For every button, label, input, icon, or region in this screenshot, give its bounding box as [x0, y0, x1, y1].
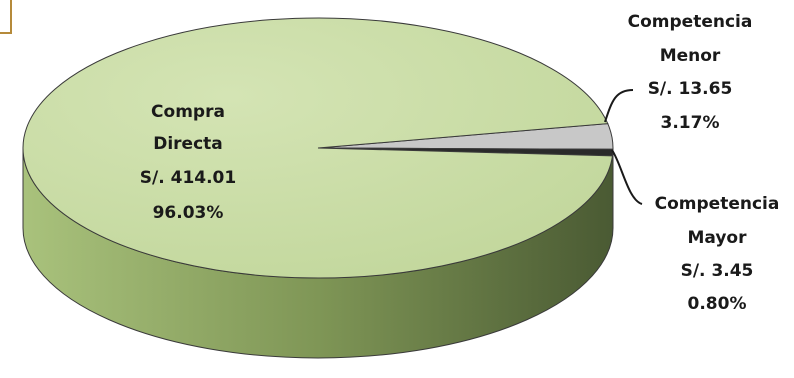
label-menor-line1: Competencia: [628, 12, 753, 32]
label-competencia-mayor: Competencia Mayor S/. 3.45 0.80%: [655, 194, 780, 314]
label-mayor-percent: 0.80%: [688, 294, 747, 314]
pie-slice-compra-directa: [22, 17, 614, 279]
label-compra-amount: S/. 414.01: [140, 168, 236, 188]
label-menor-percent: 3.17%: [661, 113, 720, 133]
label-mayor-line2: Mayor: [687, 228, 747, 248]
label-compra-directa: Compra Directa S/. 414.01 96.03%: [140, 102, 236, 223]
label-menor-amount: S/. 13.65: [648, 79, 733, 99]
leader-line-menor: [604, 89, 634, 123]
leader-line-mayor: [611, 149, 643, 205]
label-mayor-amount: S/. 3.45: [681, 261, 754, 281]
corner-frame-fragment: [0, 0, 12, 34]
label-compra-line2: Directa: [153, 134, 223, 154]
label-compra-line1: Compra: [151, 102, 225, 122]
label-mayor-line1: Competencia: [655, 194, 780, 214]
label-competencia-menor: Competencia Menor S/. 13.65 3.17%: [628, 12, 753, 133]
label-compra-percent: 96.03%: [153, 203, 224, 223]
label-menor-line2: Menor: [660, 46, 721, 66]
